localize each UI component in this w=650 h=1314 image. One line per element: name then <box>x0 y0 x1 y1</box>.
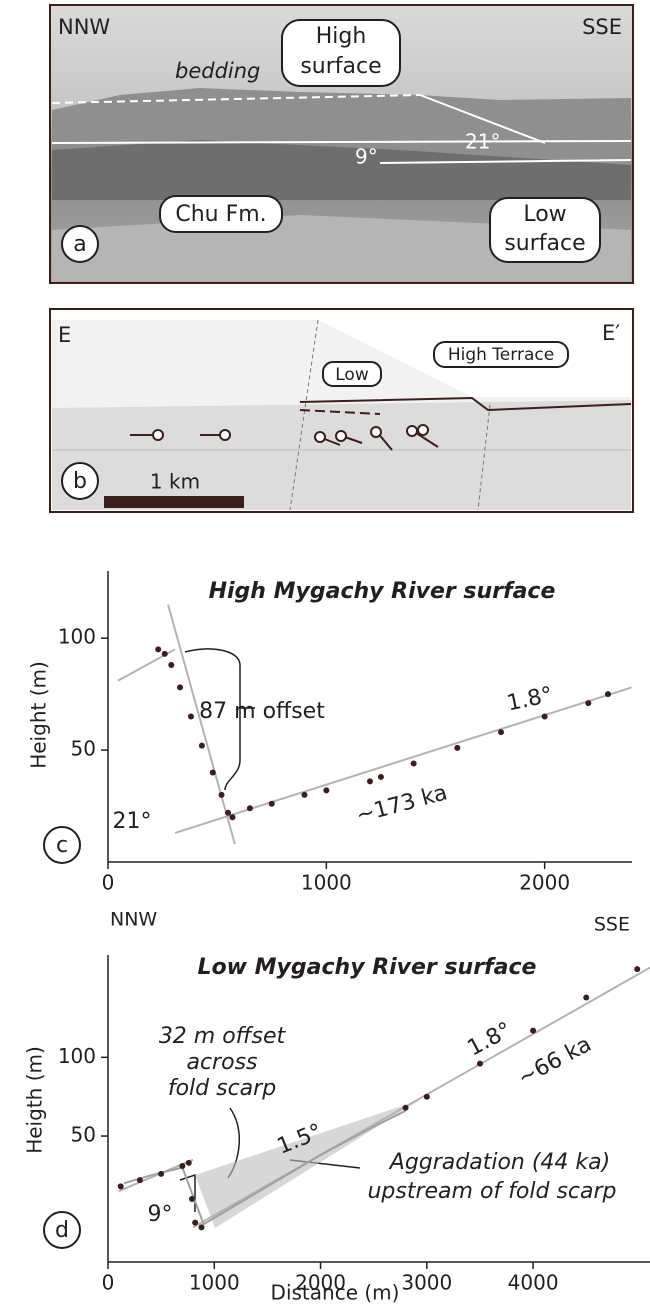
annotation: 21° <box>113 809 152 834</box>
panel-label: d <box>55 1218 69 1243</box>
low-label: Low <box>335 365 369 385</box>
y-tick-label: 50 <box>71 1123 96 1147</box>
angle-label: 21° <box>465 130 500 154</box>
low-surface-label: surface <box>504 231 585 256</box>
profile-point <box>604 691 611 698</box>
x-tick-label: 0 <box>102 1271 115 1295</box>
profile-point <box>476 1060 483 1067</box>
panel-label: a <box>73 232 86 257</box>
y-axis-label: Heigth (m) <box>23 1046 47 1154</box>
hills-low <box>52 140 631 200</box>
profile-line <box>192 966 650 1229</box>
profile-point <box>168 662 175 669</box>
profile-point <box>117 1183 124 1190</box>
profile-point <box>179 1162 186 1169</box>
profile-line <box>167 604 236 845</box>
profile-point <box>585 700 592 707</box>
x-tick-label: 1000 <box>301 871 352 895</box>
profile-point <box>530 1027 537 1034</box>
profile-point <box>423 1093 430 1100</box>
profile-point <box>198 1224 205 1231</box>
direction-left: NNW <box>58 15 110 39</box>
profile-point <box>187 713 194 720</box>
y-tick-label: 100 <box>58 625 96 649</box>
annotation: 9° <box>148 1202 173 1227</box>
direction-right: SSE <box>594 914 630 936</box>
panel-label-circle <box>43 1211 81 1249</box>
profile-point <box>209 769 216 776</box>
profile-point <box>218 791 225 798</box>
profile-point <box>158 1170 165 1177</box>
high-surface-label: High <box>316 24 367 49</box>
profile-point <box>454 744 461 751</box>
x-axis-label: Distance (m) <box>271 1281 400 1305</box>
profile-point <box>136 1177 143 1184</box>
profile-point <box>377 773 384 780</box>
annotation: 87 m offset <box>199 699 325 724</box>
profile-point <box>583 994 590 1001</box>
x-tick-label: 0 <box>102 871 115 895</box>
angle-label: 9° <box>355 145 378 169</box>
section-left: E <box>58 323 71 347</box>
profile-point <box>301 791 308 798</box>
x-tick-label: 4000 <box>508 1271 559 1295</box>
profile-point <box>185 1159 192 1166</box>
low-surface-label: Low <box>523 202 566 227</box>
profile-point <box>410 760 417 767</box>
annotation: 1.8° <box>464 1018 516 1062</box>
profile-point <box>155 646 162 653</box>
direction-right: SSE <box>582 15 622 39</box>
profile-point <box>161 650 168 657</box>
y-tick-label: 50 <box>71 737 96 761</box>
annotation: across <box>186 1050 257 1075</box>
bedding-label: bedding <box>175 59 260 83</box>
formation-label: Chu Fm. <box>175 202 266 227</box>
x-tick-label: 3000 <box>401 1271 452 1295</box>
annotation: upstream of fold scarp <box>367 1179 616 1204</box>
y-axis-label: Height (m) <box>27 661 51 769</box>
annotation: 32 m offset <box>159 1024 287 1049</box>
profile-point <box>402 1104 409 1111</box>
section-panel: E E′ Low High Terrace 1 km b <box>49 308 634 513</box>
panel-label: c <box>56 833 68 858</box>
annotation: ~66 ka <box>514 1032 596 1091</box>
profile-point <box>367 778 373 785</box>
profile-point <box>498 729 504 736</box>
profile-point <box>246 805 253 812</box>
panel-label-circle <box>43 826 81 864</box>
x-tick-label: 2000 <box>519 871 570 895</box>
annotation: Aggradation (44 ka) <box>388 1150 610 1175</box>
profile-point <box>225 809 232 816</box>
annotation: ~173 ka <box>354 780 451 828</box>
profile-point <box>323 787 330 794</box>
annotation: 1.8° <box>505 683 555 717</box>
y-tick-label: 100 <box>58 1044 96 1068</box>
profile-point <box>229 814 236 821</box>
profile-point <box>192 1219 199 1226</box>
photo-panel: NNW SSE bedding High surface 21° 9° Chu … <box>49 4 634 284</box>
section-right: E′ <box>602 321 620 345</box>
scale-label: 1 km <box>150 470 200 494</box>
high-terrace-label: High Terrace <box>448 345 554 365</box>
profile-point <box>177 684 184 691</box>
annotation: fold scarp <box>168 1076 276 1101</box>
profile-point <box>198 742 205 749</box>
profile-point <box>268 800 275 807</box>
profile-point <box>634 966 641 973</box>
panel-label: b <box>73 469 87 494</box>
direction-left: NNW <box>110 909 157 931</box>
chart-title: Low Mygachy River surface <box>198 955 537 980</box>
high-surface-label: surface <box>300 54 381 79</box>
profile-point <box>188 1196 195 1203</box>
x-tick-label: 2000 <box>295 1271 346 1295</box>
chart-title: High Mygachy River surface <box>209 579 556 604</box>
x-tick-label: 1000 <box>189 1271 240 1295</box>
profile-point <box>541 713 548 720</box>
